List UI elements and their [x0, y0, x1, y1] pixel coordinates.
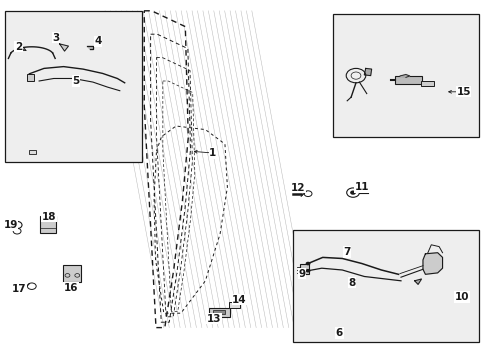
Bar — [293, 230, 478, 342]
Circle shape — [349, 190, 355, 195]
Bar — [420, 81, 433, 86]
Bar — [27, 74, 34, 81]
Text: 2: 2 — [15, 42, 22, 52]
Text: 5: 5 — [72, 76, 79, 86]
Bar — [5, 11, 142, 162]
Circle shape — [305, 262, 310, 265]
Polygon shape — [87, 46, 93, 49]
Text: 13: 13 — [206, 314, 221, 324]
Text: 11: 11 — [354, 182, 368, 192]
Text: 12: 12 — [290, 183, 305, 193]
Bar — [29, 150, 36, 154]
Text: 18: 18 — [41, 212, 56, 222]
Text: 14: 14 — [232, 294, 246, 305]
Text: 16: 16 — [63, 283, 78, 293]
Bar — [62, 265, 81, 282]
Polygon shape — [422, 253, 442, 274]
Text: 15: 15 — [455, 87, 470, 97]
Polygon shape — [414, 279, 421, 284]
Text: 10: 10 — [454, 292, 468, 302]
Text: 4: 4 — [94, 36, 102, 46]
Text: 8: 8 — [348, 278, 355, 288]
Bar — [40, 216, 56, 233]
Bar — [213, 310, 225, 314]
Polygon shape — [399, 75, 409, 77]
Text: 9: 9 — [298, 269, 305, 279]
Bar — [209, 308, 229, 317]
Text: 19: 19 — [3, 220, 18, 230]
Bar — [394, 76, 421, 84]
Text: 17: 17 — [12, 284, 27, 294]
Text: 3: 3 — [53, 33, 60, 43]
Text: 6: 6 — [335, 328, 342, 338]
Polygon shape — [364, 68, 371, 76]
Polygon shape — [60, 44, 68, 51]
Bar — [228, 302, 239, 308]
Text: 7: 7 — [343, 247, 350, 257]
Bar — [299, 264, 308, 274]
Circle shape — [305, 269, 310, 273]
Text: 1: 1 — [209, 148, 216, 158]
Bar — [332, 14, 478, 137]
